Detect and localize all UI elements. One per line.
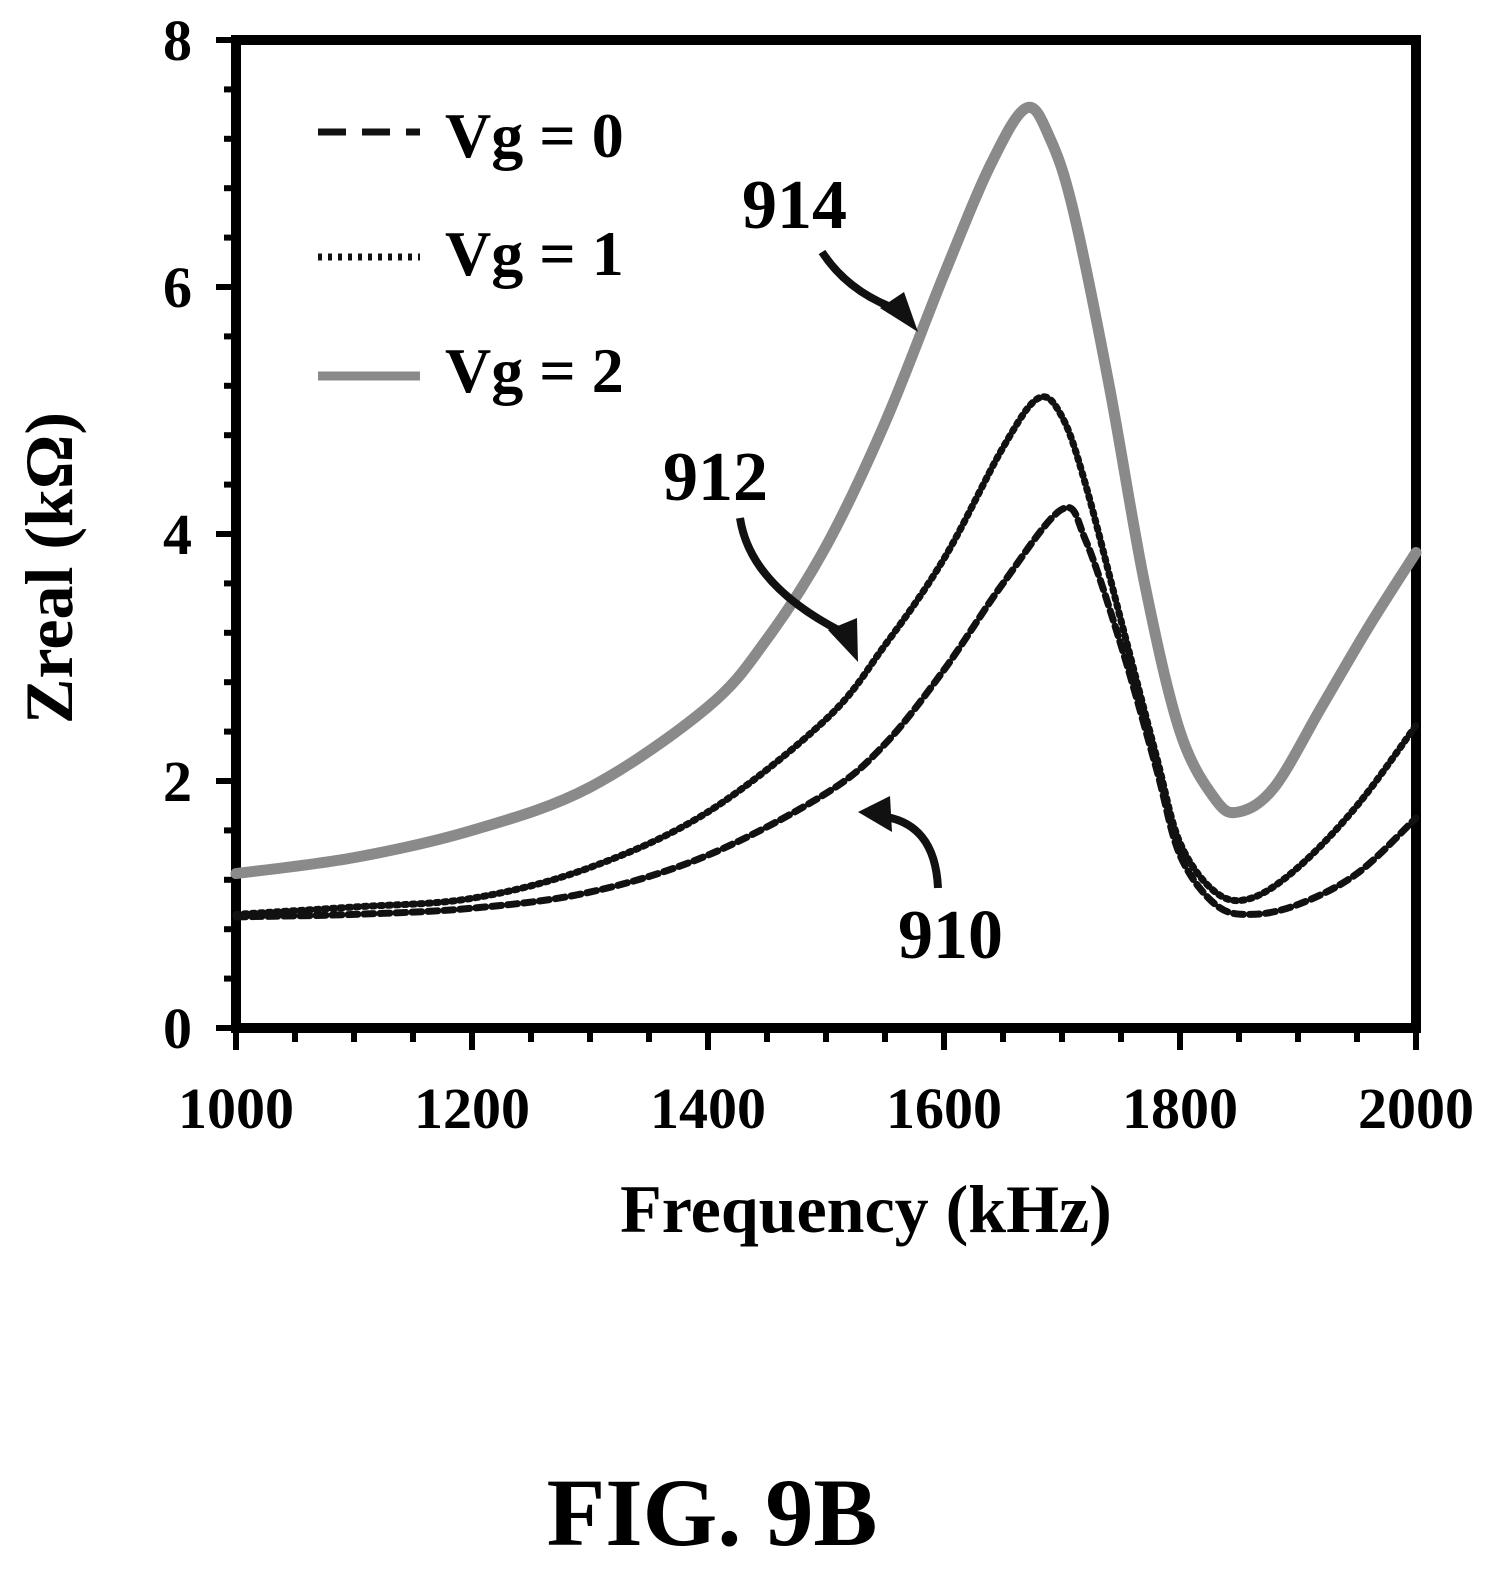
y-axis-title: Zreal (kΩ) <box>11 412 87 724</box>
legend-label-vg-0: Vg = 0 <box>445 100 624 171</box>
figure-caption: FIG. 9B <box>547 1459 878 1566</box>
legend-label-vg-1: Vg = 1 <box>445 218 624 289</box>
y-tick-label: 8 <box>163 8 192 73</box>
y-tick-label: 2 <box>163 749 192 814</box>
legend: Vg = 0 Vg = 1 Vg = 2 <box>318 100 624 406</box>
callout-arrowhead-912 <box>828 618 858 662</box>
x-tick-label: 1800 <box>1122 1076 1238 1141</box>
y-axis: 0 2 4 6 8 <box>163 8 236 1061</box>
callout-arrowhead-914 <box>880 292 918 332</box>
callouts: 914 912 910 <box>663 167 1003 974</box>
x-tick-label: 1600 <box>886 1076 1002 1141</box>
callout-label-910: 910 <box>898 897 1003 974</box>
y-tick-label: 0 <box>163 996 192 1061</box>
callout-label-912: 912 <box>663 439 768 516</box>
callout-arrowhead-910 <box>858 796 892 832</box>
legend-label-vg-2: Vg = 2 <box>445 335 624 406</box>
x-tick-label: 2000 <box>1358 1076 1474 1141</box>
x-axis: 1000 1200 1400 1600 1800 2000 <box>178 1028 1474 1141</box>
callout-label-914: 914 <box>742 167 847 244</box>
x-tick-label: 1200 <box>414 1076 530 1141</box>
x-tick-label: 1000 <box>178 1076 294 1141</box>
series-line-vg-2 <box>230 101 1422 880</box>
y-tick-label: 4 <box>163 502 192 567</box>
y-tick-label: 6 <box>163 255 192 320</box>
series-layer <box>230 101 1422 921</box>
callout-arrow-912 <box>736 517 844 636</box>
series-line-vg-0 <box>232 504 1420 921</box>
x-tick-label: 1400 <box>650 1076 766 1141</box>
series-line-vg-1 <box>232 393 1420 918</box>
x-axis-title: Frequency (kHz) <box>620 1171 1112 1247</box>
